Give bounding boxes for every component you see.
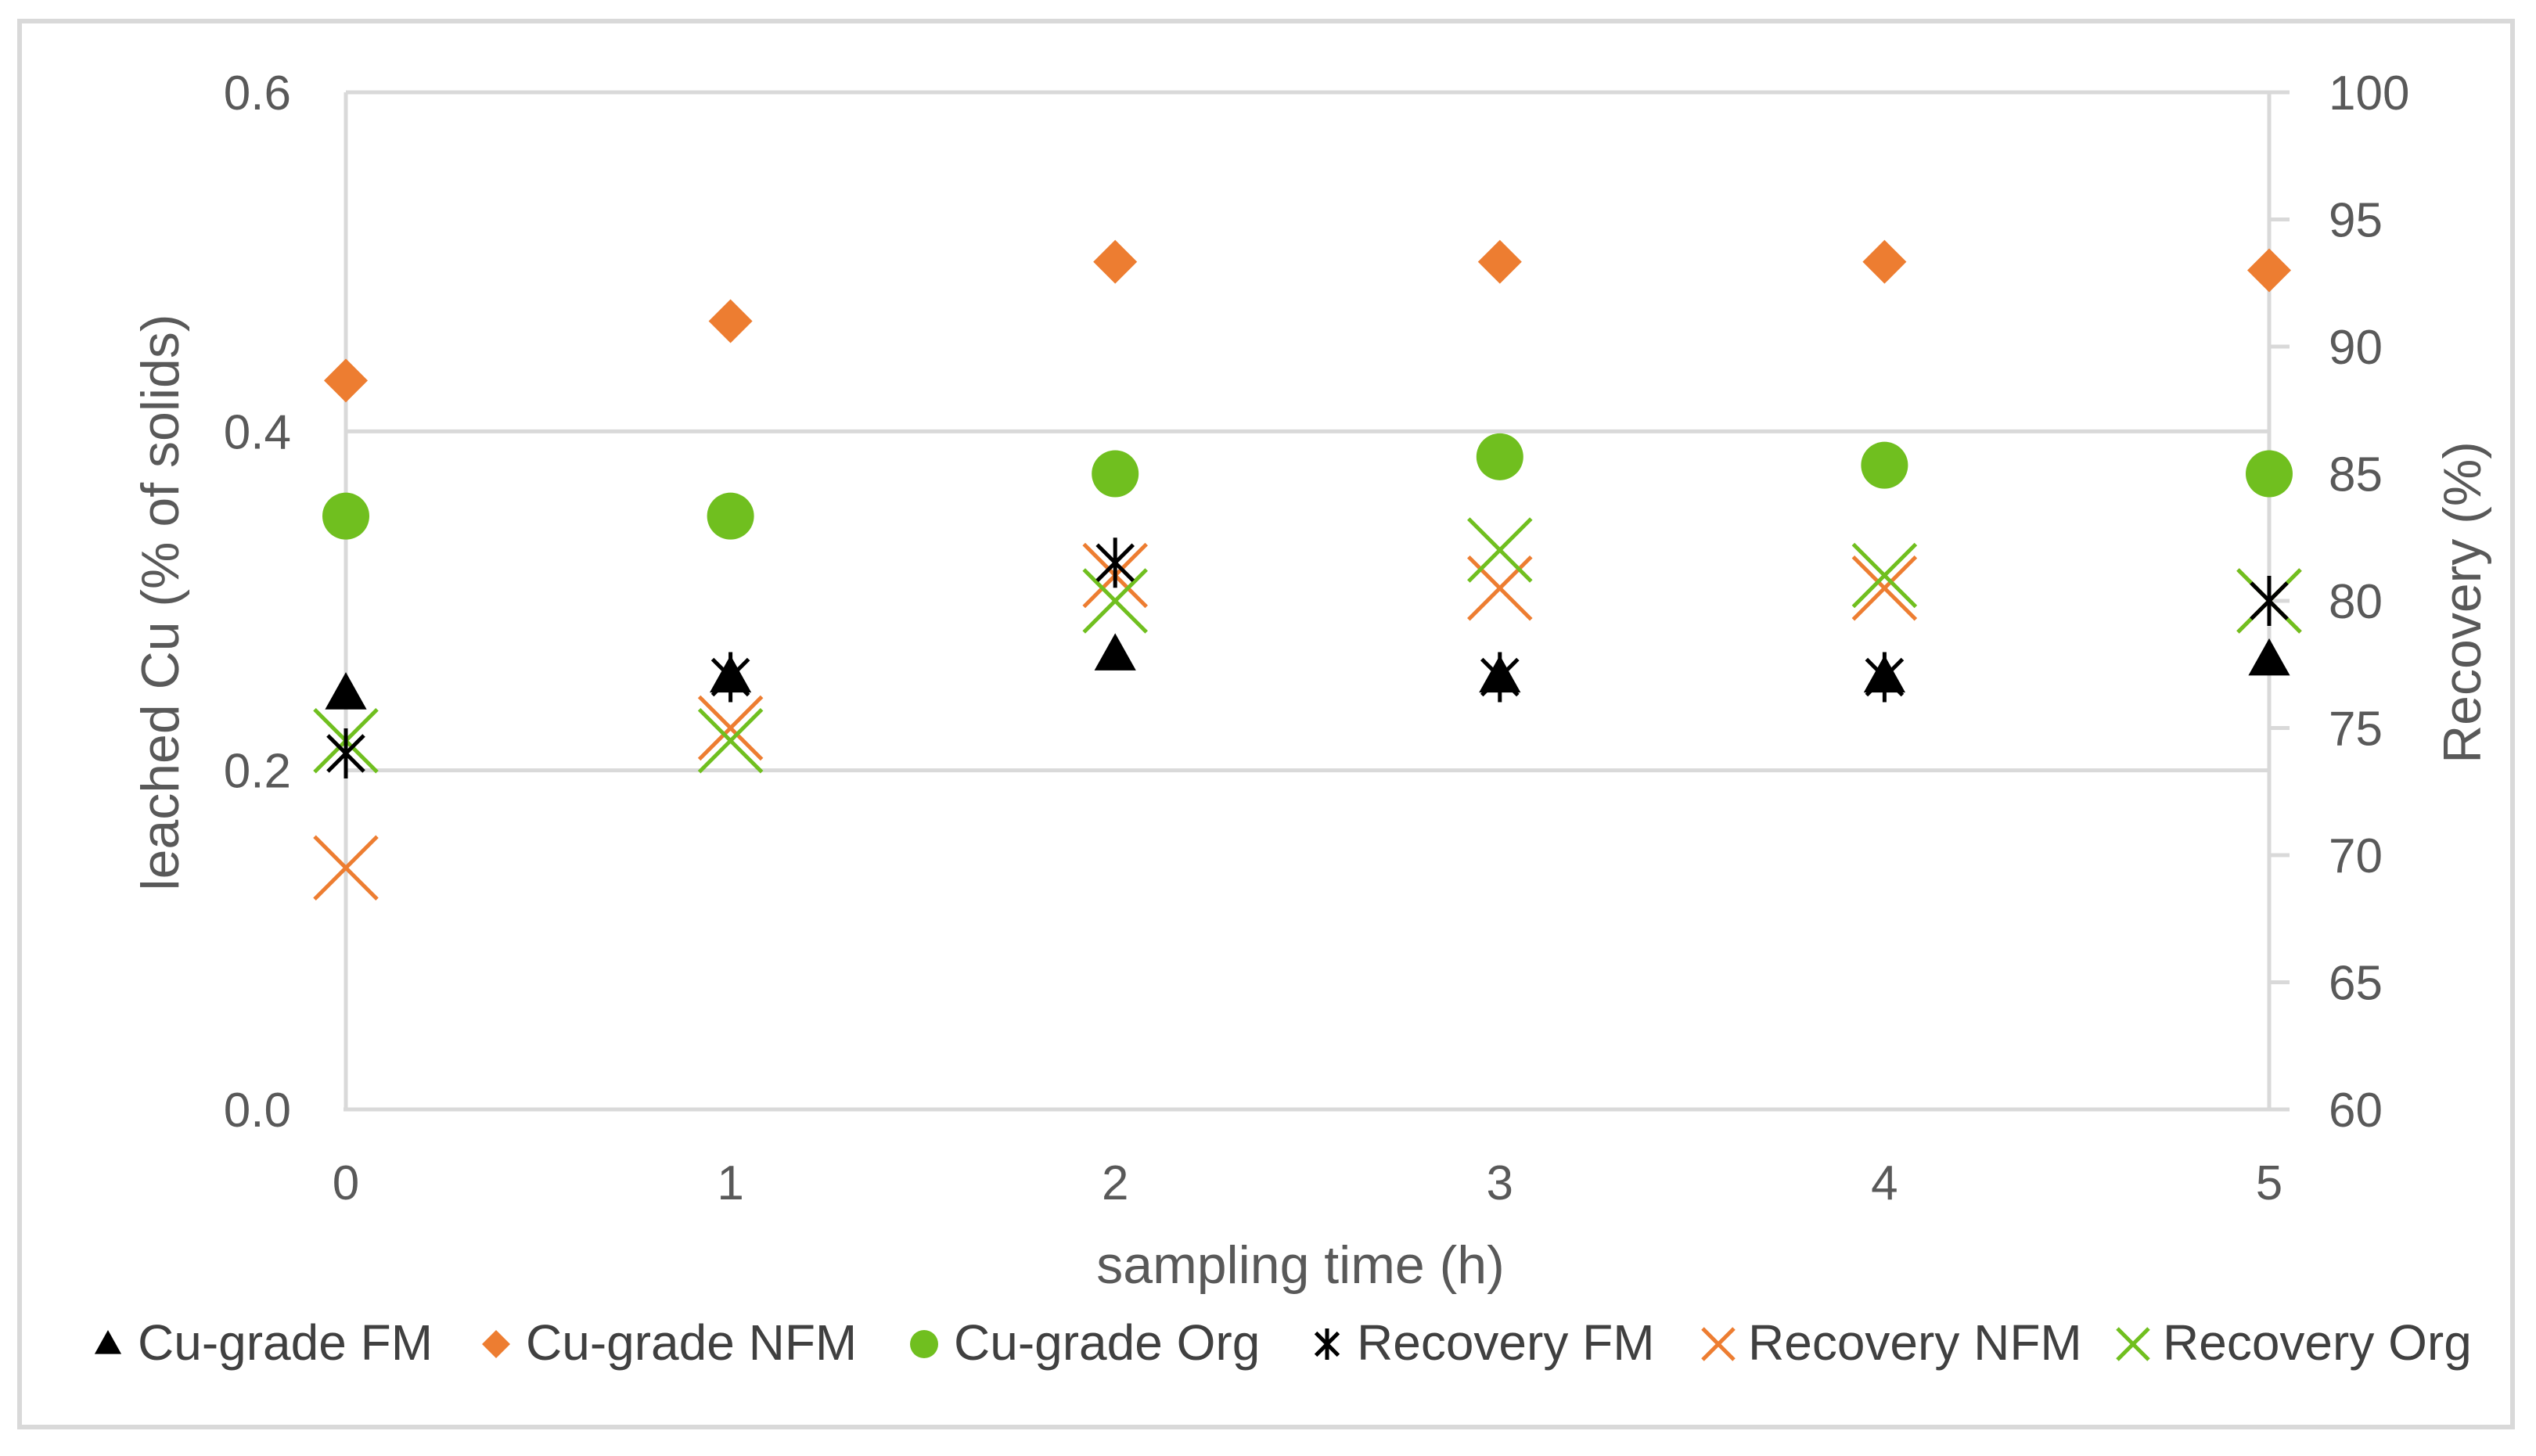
point-recovery-nfm-1 bbox=[697, 695, 764, 761]
legend-marker-recovery-nfm bbox=[1701, 1327, 1736, 1361]
point-cu-grade-nfm-2 bbox=[1093, 239, 1138, 284]
point-cu-grade-nfm-5 bbox=[2247, 248, 2291, 293]
data-marks bbox=[313, 239, 2302, 901]
left-tick-label: 0.2 bbox=[224, 745, 291, 799]
legend-label-recovery-nfm: Recovery NFM bbox=[1748, 1314, 2082, 1371]
right-tick-label: 100 bbox=[2329, 67, 2409, 120]
point-recovery-nfm-4 bbox=[1851, 555, 1918, 621]
point-recovery-fm-5 bbox=[2250, 576, 2289, 626]
point-cu-grade-nfm-0 bbox=[324, 358, 368, 403]
right-tick-label: 65 bbox=[2329, 957, 2383, 1011]
legend: Cu-grade FM Cu-grade NFM Cu-grade Org Recov… bbox=[94, 1314, 2472, 1371]
right-tick-label: 80 bbox=[2329, 575, 2383, 629]
x-tick-label: 0 bbox=[333, 1156, 359, 1210]
right-tick-label: 90 bbox=[2329, 321, 2383, 375]
legend-marker-recovery-fm bbox=[1314, 1328, 1340, 1360]
point-cu-grade-fm-5 bbox=[2248, 638, 2290, 676]
x-tick-label: 4 bbox=[1871, 1156, 1898, 1210]
point-cu-grade-fm-1 bbox=[710, 655, 752, 693]
left-axis-title: leached Cu (% of solids) bbox=[131, 314, 190, 890]
legend-marker-cu-grade-fm bbox=[94, 1330, 122, 1354]
legend-label-cu-grade-nfm: Cu-grade NFM bbox=[526, 1314, 857, 1371]
point-cu-grade-fm-0 bbox=[325, 672, 367, 710]
legend-marker-cu-grade-nfm bbox=[482, 1330, 510, 1358]
point-cu-grade-fm-4 bbox=[1863, 655, 1905, 693]
right-tick-label: 85 bbox=[2329, 448, 2383, 502]
left-tick-label: 0.6 bbox=[224, 67, 291, 120]
point-recovery-org-3 bbox=[1467, 517, 1533, 583]
legend-label-cu-grade-fm: Cu-grade FM bbox=[138, 1314, 433, 1371]
axes bbox=[344, 92, 2272, 1112]
point-cu-grade-nfm-4 bbox=[1862, 239, 1907, 284]
right-tick-label: 95 bbox=[2329, 194, 2383, 248]
right-tick-label: 60 bbox=[2329, 1084, 2383, 1138]
x-tick-label: 5 bbox=[2256, 1156, 2282, 1210]
legend-label-recovery-org: Recovery Org bbox=[2163, 1314, 2472, 1371]
x-axis-title: sampling time (h) bbox=[1096, 1235, 1505, 1295]
point-cu-grade-org-2 bbox=[1092, 450, 1139, 498]
legend-label-cu-grade-org: Cu-grade Org bbox=[954, 1314, 1260, 1371]
point-cu-grade-nfm-1 bbox=[708, 299, 753, 343]
left-tick-label: 0.0 bbox=[224, 1084, 291, 1138]
x-tick-label: 2 bbox=[1102, 1156, 1128, 1210]
left-axis-ticks: 0.0 0.2 0.4 0.6 bbox=[224, 67, 291, 1138]
point-recovery-org-2 bbox=[1082, 568, 1148, 634]
point-recovery-org-1 bbox=[697, 707, 764, 774]
x-tick-label: 3 bbox=[1487, 1156, 1513, 1210]
point-recovery-nfm-3 bbox=[1467, 555, 1533, 621]
x-tick-label: 1 bbox=[717, 1156, 743, 1210]
right-tick-label: 75 bbox=[2329, 703, 2383, 757]
point-cu-grade-fm-3 bbox=[1479, 655, 1521, 693]
right-axis-ticks: 60 65 70 75 80 85 90 95 100 bbox=[2269, 67, 2409, 1138]
right-axis-title: Recovery (%) bbox=[2433, 441, 2492, 764]
point-cu-grade-org-0 bbox=[322, 492, 369, 540]
chart-frame bbox=[17, 19, 2515, 1429]
point-cu-grade-org-3 bbox=[1476, 433, 1523, 480]
point-cu-grade-org-1 bbox=[707, 492, 754, 540]
point-cu-grade-nfm-3 bbox=[1477, 239, 1522, 284]
point-recovery-fm-2 bbox=[1095, 537, 1135, 588]
legend-marker-recovery-org bbox=[2116, 1327, 2150, 1361]
x-axis-ticks: 0 1 2 3 4 5 bbox=[333, 1156, 2282, 1210]
legend-marker-cu-grade-org bbox=[910, 1330, 938, 1358]
point-recovery-org-4 bbox=[1851, 542, 1918, 609]
left-tick-label: 0.4 bbox=[224, 405, 291, 459]
point-cu-grade-org-5 bbox=[2246, 450, 2293, 498]
right-tick-label: 70 bbox=[2329, 829, 2383, 883]
gridlines bbox=[346, 90, 2269, 773]
legend-label-recovery-fm: Recovery FM bbox=[1357, 1314, 1655, 1371]
point-cu-grade-org-4 bbox=[1861, 441, 1908, 489]
point-recovery-fm-0 bbox=[326, 728, 365, 778]
point-recovery-nfm-0 bbox=[313, 835, 379, 901]
point-cu-grade-fm-2 bbox=[1094, 633, 1136, 670]
